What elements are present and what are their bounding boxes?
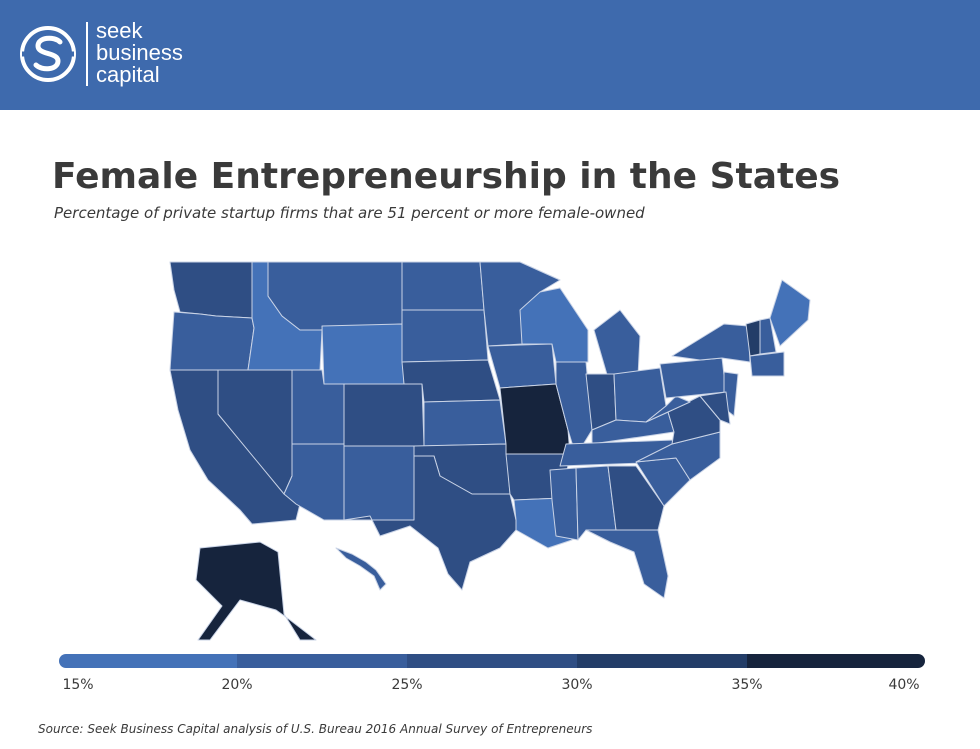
- source-note: Source: Seek Business Capital analysis o…: [38, 722, 593, 736]
- state-sd: [401, 309, 489, 363]
- state-nd: [401, 261, 485, 311]
- legend-tick-40: 40%: [888, 677, 920, 693]
- us-choropleth-map: [169, 261, 811, 641]
- legend-segment-3: [407, 654, 577, 668]
- state-mi: [593, 309, 641, 379]
- state-ia: [487, 343, 557, 389]
- legend-tick-30: 30%: [561, 677, 593, 693]
- state-pa: [659, 357, 727, 399]
- state-nh: [759, 317, 777, 355]
- legend-segment-2: [237, 654, 407, 668]
- legend-color-bar: [59, 654, 925, 668]
- header-banner: seek business capital: [0, 0, 980, 110]
- brand-name: seek business capital: [96, 20, 183, 86]
- state-hi: [335, 547, 387, 591]
- state-wi: [519, 287, 589, 363]
- state-me: [769, 279, 811, 347]
- state-co: [343, 383, 425, 447]
- logo-divider: [86, 22, 88, 86]
- state-wa: [169, 261, 253, 319]
- state-wv: [645, 395, 691, 423]
- legend-segment-4: [577, 654, 747, 668]
- legend-tick-35: 35%: [731, 677, 763, 693]
- legend-segment-5: [747, 654, 918, 668]
- state-tx: [343, 455, 517, 591]
- legend-tick-15: 15%: [62, 677, 94, 693]
- seek-logo-icon: [20, 26, 76, 82]
- state-ms: [549, 467, 579, 541]
- legend-cap-left: [59, 654, 73, 668]
- page-subtitle: Percentage of private startup firms that…: [54, 204, 645, 222]
- brand-line-1: seek: [96, 18, 143, 43]
- state-ma: [749, 351, 785, 377]
- brand-line-3: capital: [96, 62, 160, 87]
- state-or: [169, 311, 255, 371]
- page-title: Female Entrepreneurship in the States: [52, 156, 841, 197]
- state-md: [699, 391, 731, 425]
- legend-cap-right: [911, 654, 925, 668]
- state-nm: [343, 445, 415, 521]
- legend-tick-25: 25%: [391, 677, 423, 693]
- brand-line-2: business: [96, 40, 183, 65]
- state-mt: [267, 261, 403, 331]
- legend-tick-20: 20%: [221, 677, 253, 693]
- state-fl: [585, 529, 669, 599]
- state-ga: [607, 465, 665, 531]
- state-ks: [423, 399, 507, 447]
- state-ak: [195, 541, 317, 641]
- state-wy: [321, 323, 405, 385]
- legend-segment-1: [66, 654, 237, 668]
- state-ny: [671, 323, 751, 363]
